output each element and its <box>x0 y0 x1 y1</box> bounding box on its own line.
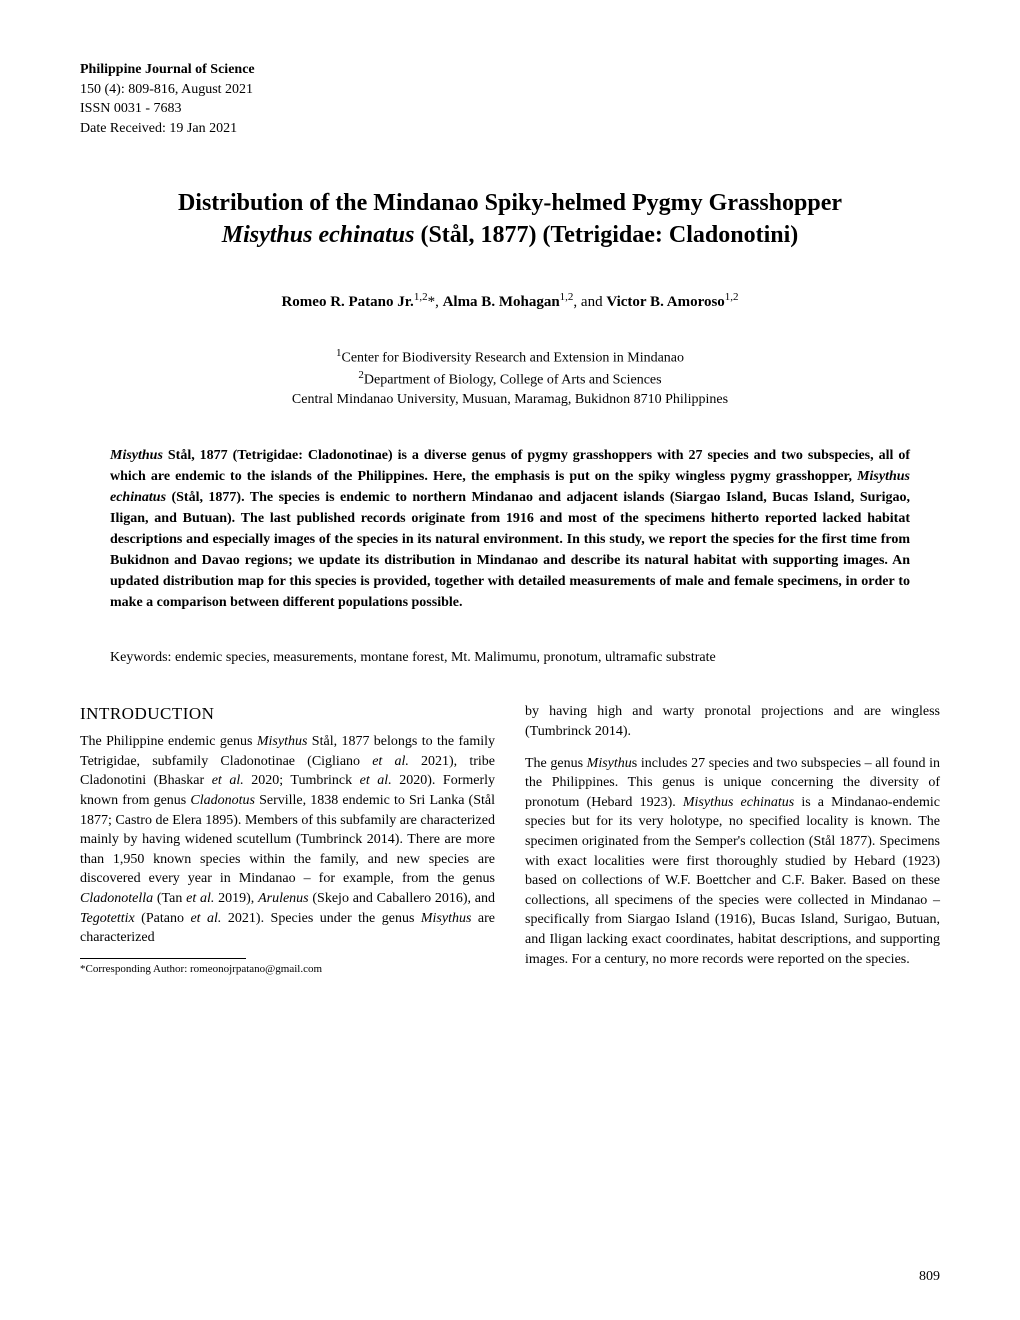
intro-paragraph-1: The Philippine endemic genus Misythus St… <box>80 732 495 948</box>
keywords: Keywords: endemic species, measurements,… <box>110 648 910 668</box>
author-2: Alma B. Mohagan <box>443 294 560 310</box>
footnote-divider <box>80 958 246 959</box>
affiliation-1: 1Center for Biodiversity Research and Ex… <box>80 346 940 368</box>
introduction-heading: INTRODUCTION <box>80 702 495 726</box>
aff-1-text: Center for Biodiversity Research and Ext… <box>341 350 684 365</box>
keywords-text: endemic species, measurements, montane f… <box>175 650 716 665</box>
title-taxonomy: (Stål, 1877) (Tetrigidae: Cladonotini) <box>414 222 798 248</box>
authors: Romeo R. Patano Jr.1,2*, Alma B. Mohagan… <box>80 291 940 311</box>
abstract-t1: Stål, 1877 (Tetrigidae: Cladonotinae) is… <box>110 448 910 484</box>
page-number: 809 <box>919 1269 940 1285</box>
keywords-label: Keywords: <box>110 650 175 665</box>
abstract-t2: (Stål, 1877). The species is endemic to … <box>110 490 910 610</box>
sep-1: , <box>435 294 443 310</box>
affiliation-3: Central Mindanao University, Musuan, Mar… <box>80 390 940 410</box>
author-1: Romeo R. Patano Jr. <box>281 294 413 310</box>
aff-2-text: Department of Biology, College of Arts a… <box>364 373 662 388</box>
sep-2: , and <box>573 294 606 310</box>
author-1-mark: * <box>428 294 436 310</box>
body-columns: INTRODUCTION The Philippine endemic genu… <box>80 702 940 977</box>
issue-info: 150 (4): 809-816, August 2021 <box>80 80 940 100</box>
author-3: Victor B. Amoroso <box>606 294 724 310</box>
intro-paragraph-2: The genus Misythus includes 27 species a… <box>525 754 940 970</box>
journal-name: Philippine Journal of Science <box>80 60 940 80</box>
affiliation-2: 2Department of Biology, College of Arts … <box>80 368 940 390</box>
date-received: Date Received: 19 Jan 2021 <box>80 119 940 139</box>
title-line1: Distribution of the Mindanao Spiky-helme… <box>80 188 940 219</box>
author-3-sup: 1,2 <box>725 291 739 303</box>
left-column: INTRODUCTION The Philippine endemic genu… <box>80 702 495 977</box>
author-2-sup: 1,2 <box>560 291 574 303</box>
article-title: Distribution of the Mindanao Spiky-helme… <box>80 188 940 250</box>
corresponding-author-footnote: *Corresponding Author: romeonojrpatano@g… <box>80 962 495 977</box>
intro-para-continued: by having high and warty pronotal projec… <box>525 702 940 741</box>
header-info: Philippine Journal of Science 150 (4): 8… <box>80 60 940 138</box>
right-column: by having high and warty pronotal projec… <box>525 702 940 977</box>
author-1-sup: 1,2 <box>414 291 428 303</box>
issn: ISSN 0031 - 7683 <box>80 99 940 119</box>
affiliations: 1Center for Biodiversity Research and Ex… <box>80 346 940 410</box>
title-species: Misythus echinatus <box>222 222 415 248</box>
abstract: Misythus Stål, 1877 (Tetrigidae: Cladono… <box>110 445 910 613</box>
title-line2: Misythus echinatus (Stål, 1877) (Tetrigi… <box>80 220 940 251</box>
abstract-genus: Misythus <box>110 448 163 463</box>
